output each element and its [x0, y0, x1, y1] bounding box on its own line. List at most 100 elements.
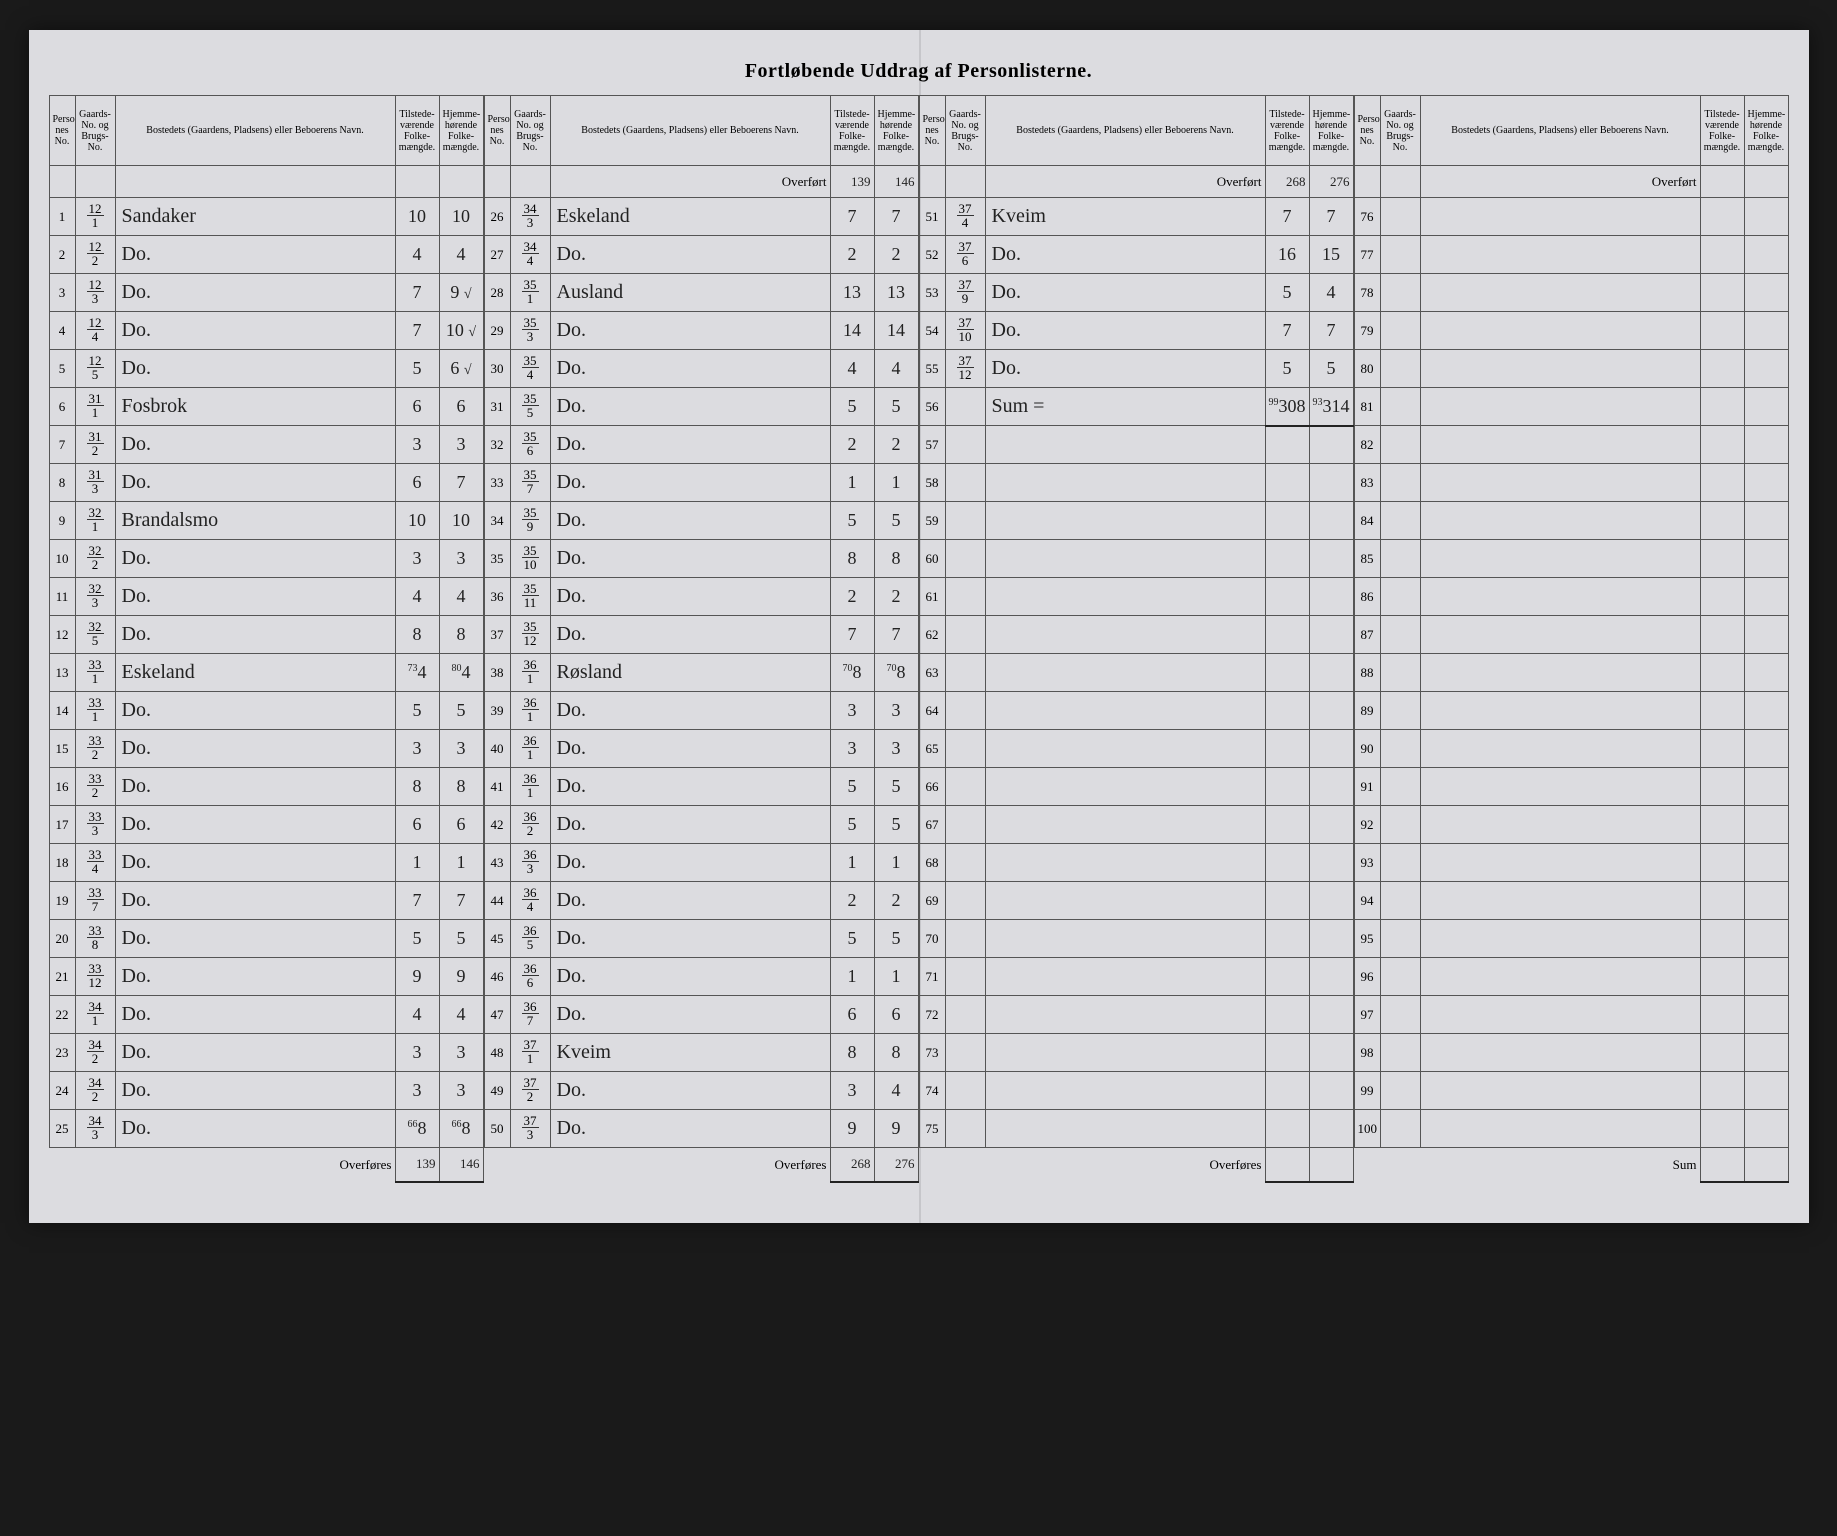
value-cell: 2 — [830, 236, 874, 274]
place-name — [1420, 844, 1700, 882]
place-name — [1420, 426, 1700, 464]
hdr-gaard: Gaards-No. og Brugs-No. — [75, 96, 115, 166]
value-cell: 8 — [439, 616, 483, 654]
gaard-num: 367 — [510, 996, 550, 1034]
row-num: 69 — [919, 882, 945, 920]
data-row: 23 342 Do. 3 3 — [49, 1034, 483, 1072]
place-name: Do. — [550, 312, 830, 350]
place-name: Do. — [550, 616, 830, 654]
hdr-hjemme: Hjemme-hørende Folke-mængde. — [1744, 96, 1788, 166]
data-row: 98 — [1354, 1034, 1788, 1072]
row-num: 39 — [484, 692, 510, 730]
place-name: Do. — [550, 350, 830, 388]
gaard-num: 354 — [510, 350, 550, 388]
place-name: Eskeland — [550, 198, 830, 236]
gaard-num — [1380, 350, 1420, 388]
row-num: 8 — [49, 464, 75, 502]
place-name: Do. — [115, 768, 395, 806]
gaard-num: 372 — [510, 1072, 550, 1110]
data-row: 76 — [1354, 198, 1788, 236]
row-num: 21 — [49, 958, 75, 996]
gaard-num: 3710 — [945, 312, 985, 350]
gaard-num — [1380, 578, 1420, 616]
row-num: 72 — [919, 996, 945, 1034]
gaard-num: 376 — [945, 236, 985, 274]
row-num: 34 — [484, 502, 510, 540]
data-row: 17 333 Do. 6 6 — [49, 806, 483, 844]
value-cell: 8 — [395, 616, 439, 654]
gaard-num — [1380, 616, 1420, 654]
place-name: Do. — [115, 1072, 395, 1110]
place-name: Kveim — [985, 198, 1265, 236]
data-row: 8 313 Do. 6 7 — [49, 464, 483, 502]
place-name: Do. — [115, 350, 395, 388]
value-cell: 5 — [874, 388, 918, 426]
value-cell: 4 — [874, 350, 918, 388]
data-row: 59 — [919, 502, 1353, 540]
gaard-num: 3511 — [510, 578, 550, 616]
row-num: 58 — [919, 464, 945, 502]
data-row: 99 — [1354, 1072, 1788, 1110]
row-num: 13 — [49, 654, 75, 692]
place-name — [985, 426, 1265, 464]
gaard-num: 361 — [510, 692, 550, 730]
row-num: 12 — [49, 616, 75, 654]
gaard-num — [1380, 958, 1420, 996]
hdr-person: Personlister-nes No. — [1354, 96, 1380, 166]
hdr-name: Bostedets (Gaardens, Pladsens) eller Beb… — [985, 96, 1265, 166]
row-num: 7 — [49, 426, 75, 464]
gaard-num: 356 — [510, 426, 550, 464]
value-cell: 3 — [830, 692, 874, 730]
value-cell: 5 — [830, 502, 874, 540]
data-row: 16 332 Do. 8 8 — [49, 768, 483, 806]
overfort-row: Overført 268 276 — [919, 166, 1353, 198]
place-name — [985, 692, 1265, 730]
data-row: 54 3710 Do. 7 7 — [919, 312, 1353, 350]
gaard-num: 331 — [75, 692, 115, 730]
data-row: 97 — [1354, 996, 1788, 1034]
value-cell: 3 — [439, 730, 483, 768]
row-num: 63 — [919, 654, 945, 692]
value-cell: 4 — [395, 996, 439, 1034]
value-cell: 708 — [874, 654, 918, 692]
value-cell: 3 — [874, 692, 918, 730]
data-row: 38 361 Røsland 708 708 — [484, 654, 918, 692]
place-name: Ausland — [550, 274, 830, 312]
row-num: 11 — [49, 578, 75, 616]
row-num: 88 — [1354, 654, 1380, 692]
data-row: 60 — [919, 540, 1353, 578]
data-row: 88 — [1354, 654, 1788, 692]
value-cell: 7 — [874, 198, 918, 236]
place-name: Do. — [115, 730, 395, 768]
data-row: 26 343 Eskeland 7 7 — [484, 198, 918, 236]
row-num: 14 — [49, 692, 75, 730]
gaard-num — [945, 806, 985, 844]
place-name: Do. — [550, 1110, 830, 1148]
value-cell: 2 — [830, 882, 874, 920]
value-cell: 4 — [439, 996, 483, 1034]
row-num: 3 — [49, 274, 75, 312]
gaard-num — [1380, 882, 1420, 920]
data-row: 28 351 Ausland 13 13 — [484, 274, 918, 312]
place-name: Do. — [115, 540, 395, 578]
place-name — [985, 768, 1265, 806]
place-name: Do. — [550, 464, 830, 502]
overfort-row: Overført 139 146 — [484, 166, 918, 198]
place-name: Do. — [115, 806, 395, 844]
value-cell: 5 — [874, 768, 918, 806]
gaard-num: 3510 — [510, 540, 550, 578]
value-cell: 9 — [439, 958, 483, 996]
hdr-gaard: Gaards-No. og Brugs-No. — [945, 96, 985, 166]
row-num: 36 — [484, 578, 510, 616]
row-num: 37 — [484, 616, 510, 654]
data-row: 21 3312 Do. 9 9 — [49, 958, 483, 996]
overfores-t — [1265, 1148, 1309, 1182]
row-num: 98 — [1354, 1034, 1380, 1072]
place-name: Do. — [115, 996, 395, 1034]
row-num: 9 — [49, 502, 75, 540]
place-name: Do. — [550, 692, 830, 730]
row-num: 56 — [919, 388, 945, 426]
place-name — [1420, 958, 1700, 996]
data-row: 68 — [919, 844, 1353, 882]
data-row: 69 — [919, 882, 1353, 920]
